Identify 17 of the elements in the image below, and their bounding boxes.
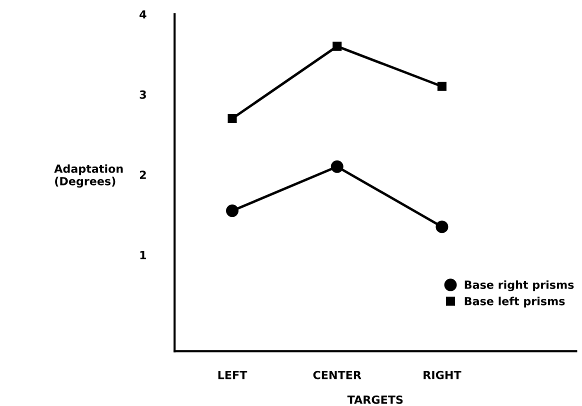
y-tick-label: 4: [140, 10, 146, 18]
y-axis-title: Adaptation (Degrees): [54, 164, 123, 188]
x-tick-label: CENTER: [313, 370, 362, 380]
x-axis-title: TARGETS: [347, 395, 403, 404]
point: [330, 160, 344, 173]
y-tick-label: 2: [140, 170, 146, 179]
point: [226, 204, 239, 218]
point: [436, 220, 448, 234]
y-tick-label: 1: [140, 251, 146, 260]
point: [437, 82, 446, 91]
point: [332, 42, 342, 51]
legend-label: Base right prisms: [464, 280, 574, 292]
x-tick-label: LEFT: [218, 370, 248, 380]
y-tick-label: 3: [140, 90, 146, 99]
legend-label: Base left prisms: [464, 296, 565, 308]
point: [228, 114, 237, 124]
x-tick-label: RIGHT: [424, 370, 462, 380]
